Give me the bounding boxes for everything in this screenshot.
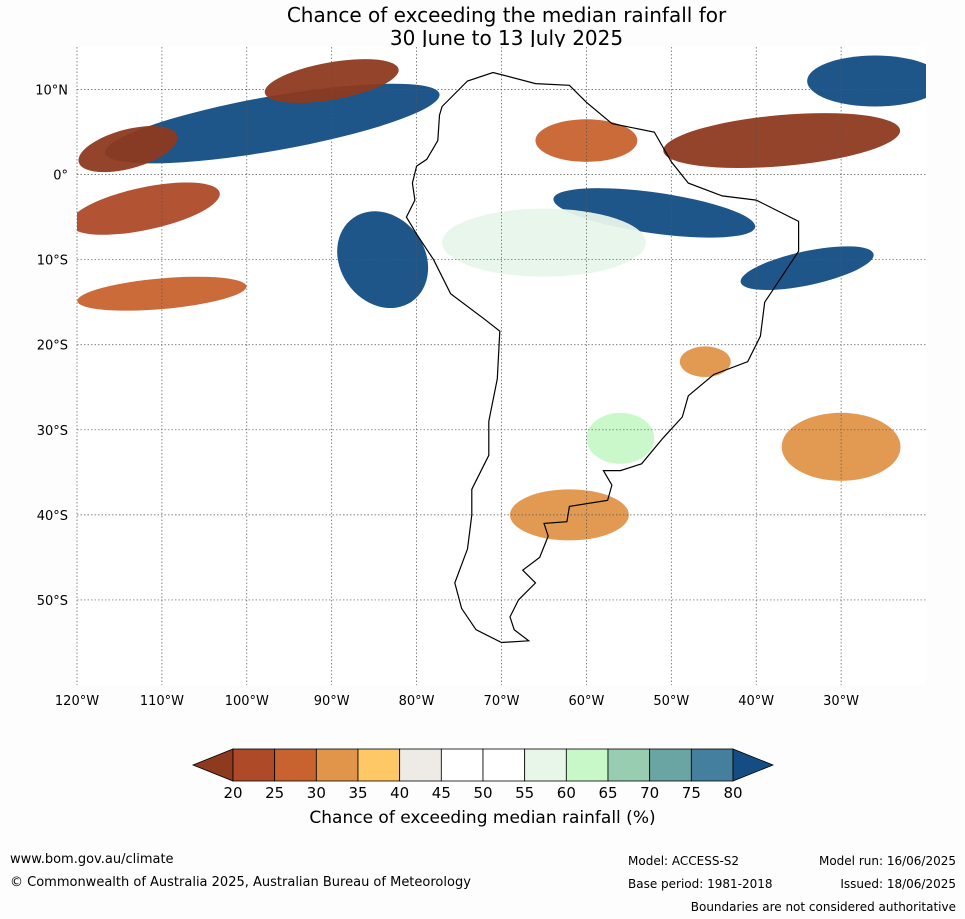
colorbar-box: [315, 748, 359, 782]
colorbar-arrow-low: [191, 748, 234, 782]
longitude-labels: 120°W 110°W 100°W 90°W 80°W 70°W 60°W 50°W 40°W 3…: [55, 694, 859, 709]
lon-tick-label: 120°W: [55, 694, 99, 709]
region-ne-brazil-band: [740, 246, 874, 290]
colorbar-tick-label: 65: [598, 784, 617, 802]
colorbar-boxes: [191, 748, 775, 782]
colorbar-tick-label: 25: [265, 784, 284, 802]
colorbar-box: [440, 748, 484, 782]
region-equatorial-east: [553, 188, 756, 238]
region-southern-wet: [509, 489, 629, 541]
footer-copyright: © Commonwealth of Australia 2025, Austra…: [10, 875, 471, 890]
lon-tick-label: 100°W: [225, 694, 269, 709]
footer-disclaimer: Boundaries are not considered authoritat…: [690, 900, 956, 914]
region-uruguay-wet: [586, 412, 655, 464]
colorbar-tick-label: 30: [307, 784, 326, 802]
lon-tick-label: 50°W: [653, 694, 689, 709]
region-north-band-east: [807, 55, 926, 107]
region-brazil-se-dry: [679, 346, 731, 378]
lat-tick-label: 30°S: [37, 424, 68, 439]
colorbar-tick-label: 35: [348, 784, 367, 802]
lon-tick-label: 80°W: [399, 694, 435, 709]
colorbar-box: [690, 748, 734, 782]
footer-issued: Issued: 18/06/2025: [840, 877, 956, 891]
colorbar-box: [607, 748, 651, 782]
lat-tick-label: 0°: [53, 169, 68, 184]
lon-tick-label: 90°W: [314, 694, 350, 709]
colorbar-tick-label: 50: [473, 784, 492, 802]
region-amazon-wet: [442, 208, 646, 277]
title-line-2: 30 June to 13 July 2025: [389, 26, 624, 50]
colorbar-tick-label: 75: [682, 784, 701, 802]
lat-tick-label: 10°N: [35, 84, 68, 99]
colorbar-tick-label: 20: [223, 784, 242, 802]
colorbar-tick-label: 60: [557, 784, 576, 802]
lon-tick-label: 110°W: [140, 694, 184, 709]
colorbar-tick-label: 70: [640, 784, 659, 802]
region-pacific-dry-1: [77, 182, 220, 235]
colorbar-tick-label: 45: [432, 784, 451, 802]
colorbar-box: [399, 748, 442, 782]
region-pacific-dry-2: [77, 276, 247, 311]
colorbar-title: Chance of exceeding median rainfall (%): [309, 808, 656, 828]
footer-url[interactable]: www.bom.gov.au/climate: [10, 852, 174, 867]
colorbar-tick-labels: 20 25 30 35 40 45 50 55 60 65 70 75 80: [223, 784, 742, 802]
rainfall-map: 120°W 110°W 100°W 90°W 80°W 70°W 60°W 50°W 40°W 3…: [35, 47, 926, 709]
colorbar-box: [565, 748, 609, 782]
colorbar-box: [649, 748, 692, 782]
colorbar-box: [232, 748, 276, 782]
region-caribbean: [264, 59, 399, 103]
lat-tick-label: 20°S: [37, 339, 68, 354]
colorbar-box: [274, 748, 317, 782]
colorbar-tick-label: 80: [723, 784, 742, 802]
colorbar-arrow-high: [732, 748, 775, 782]
latitude-labels: 10°N 0° 10°S 20°S 30°S 40°S 50°S: [35, 84, 68, 609]
colorbar-box: [524, 748, 567, 782]
colorbar-box: [357, 748, 401, 782]
lon-tick-label: 60°W: [568, 694, 604, 709]
region-atlantic-dry: [663, 113, 901, 169]
lon-tick-label: 70°W: [484, 694, 520, 709]
colorbar-tick-label: 40: [390, 784, 409, 802]
title-line-1: Chance of exceeding the median rainfall …: [286, 3, 727, 27]
footer-model-run: Model run: 16/06/2025: [818, 854, 956, 868]
lat-tick-label: 50°S: [37, 594, 68, 609]
south-america-coastline: [405, 71, 800, 644]
colorbar-box: [482, 748, 526, 782]
region-north-band-west: [104, 83, 440, 164]
footer-model: Model: ACCESS-S2: [628, 854, 740, 868]
region-guiana-dry: [535, 119, 638, 162]
region-west-pac-north: [78, 126, 178, 173]
lon-tick-label: 40°W: [738, 694, 774, 709]
lon-tick-label: 30°W: [823, 694, 859, 709]
lat-tick-label: 10°S: [37, 254, 68, 269]
colorbar-tick-label: 55: [515, 784, 534, 802]
graticule: [76, 47, 926, 685]
lat-tick-label: 40°S: [37, 509, 68, 524]
map-title: Chance of exceeding the median rainfall …: [0, 4, 965, 50]
footer-base-period: Base period: 1981-2018: [628, 877, 773, 891]
